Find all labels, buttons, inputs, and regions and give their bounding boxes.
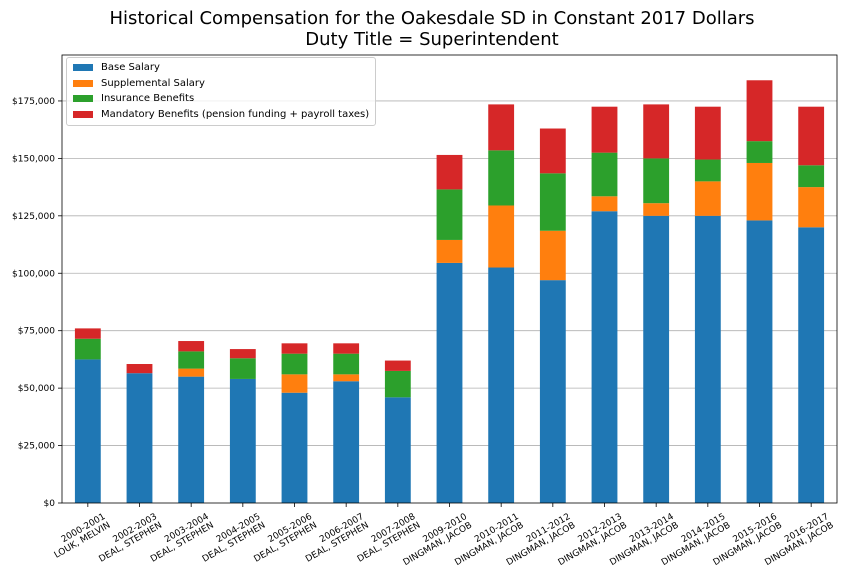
bar-segment xyxy=(281,343,308,354)
bar-segment xyxy=(281,392,308,503)
bar-segment xyxy=(281,353,308,375)
legend-label: Insurance Benefits xyxy=(101,93,195,105)
chart-legend: Base Salary Supplemental Salary Insuranc… xyxy=(66,57,377,126)
bar-segment xyxy=(539,230,566,281)
legend-swatch xyxy=(73,110,93,118)
bar-segment xyxy=(488,150,515,206)
bar-segment xyxy=(488,205,515,268)
bar-segment xyxy=(436,239,463,263)
bar-segment xyxy=(539,173,566,231)
y-tick-label: $150,000 xyxy=(12,154,55,164)
bar-segment xyxy=(384,370,411,398)
y-tick-label: $75,000 xyxy=(18,327,55,337)
legend-item-insurance-benefits: Insurance Benefits xyxy=(73,91,369,107)
bar-segment xyxy=(229,358,256,379)
bar-segment xyxy=(591,211,618,503)
legend-swatch xyxy=(73,64,93,72)
bar-segment xyxy=(333,374,360,382)
bar-segment xyxy=(591,106,618,153)
bar-segment xyxy=(126,373,153,503)
bar-segment xyxy=(74,359,101,503)
bar-segment xyxy=(281,374,308,393)
y-tick-label: $100,000 xyxy=(12,269,55,279)
bar-segment xyxy=(798,187,825,228)
bar-segment xyxy=(178,368,205,377)
chart-title-line2: Duty Title = Superintendent xyxy=(305,29,559,50)
bar-segment xyxy=(229,378,256,503)
legend-label: Base Salary xyxy=(101,62,160,74)
y-tick-label: $175,000 xyxy=(12,97,55,107)
bar-segment xyxy=(694,215,721,504)
bar-segment xyxy=(126,364,153,374)
bar-segment xyxy=(746,220,773,503)
chart-title: Historical Compensation for the Oakesdal… xyxy=(0,8,864,50)
bar-segment xyxy=(591,196,618,212)
bar-segment xyxy=(333,381,360,503)
bar-segment xyxy=(539,280,566,503)
bar-segment xyxy=(384,397,411,503)
bar-segment xyxy=(178,341,205,352)
bar-segment xyxy=(178,351,205,369)
bar-segment xyxy=(384,360,411,371)
y-tick-label: $50,000 xyxy=(18,384,55,394)
bar-segment xyxy=(643,215,670,504)
bar-segment xyxy=(746,141,773,163)
bar-segment xyxy=(798,165,825,188)
bar-segment xyxy=(746,80,773,142)
bar-segment xyxy=(333,353,360,375)
y-tick-label: $125,000 xyxy=(12,212,55,222)
legend-item-supplemental-salary: Supplemental Salary xyxy=(73,76,369,92)
bar-segment xyxy=(798,227,825,504)
legend-label: Mandatory Benefits (pension funding + pa… xyxy=(101,108,370,120)
bar-segment xyxy=(436,154,463,190)
bar-segment xyxy=(333,343,360,354)
legend-swatch xyxy=(73,79,93,87)
bar-segment xyxy=(798,106,825,166)
bar-segment xyxy=(643,158,670,204)
bar-segment xyxy=(488,104,515,151)
bar-segment xyxy=(746,162,773,221)
bar-segment xyxy=(643,203,670,216)
bar-segment xyxy=(229,349,256,359)
legend-swatch xyxy=(73,95,93,103)
bar-segment xyxy=(694,106,721,160)
bar-segment xyxy=(74,338,101,360)
bar-segment xyxy=(539,128,566,174)
chart-title-line1: Historical Compensation for the Oakesdal… xyxy=(109,8,755,29)
plot-frame xyxy=(61,54,838,504)
y-tick-label: $25,000 xyxy=(18,442,55,452)
y-tick-label: $0 xyxy=(44,499,56,509)
bar-segment xyxy=(694,181,721,216)
bar-segment xyxy=(488,267,515,503)
bar-segment xyxy=(178,376,205,503)
bar-segment xyxy=(436,262,463,503)
legend-label: Supplemental Salary xyxy=(101,77,205,89)
bar-segment xyxy=(591,152,618,197)
bar-segment xyxy=(643,104,670,159)
bar-segment xyxy=(694,159,721,182)
bar-segment xyxy=(74,328,101,339)
legend-item-mandatory-benefits: Mandatory Benefits (pension funding + pa… xyxy=(73,107,369,123)
bar-segment xyxy=(436,189,463,240)
legend-item-base-salary: Base Salary xyxy=(73,60,369,76)
